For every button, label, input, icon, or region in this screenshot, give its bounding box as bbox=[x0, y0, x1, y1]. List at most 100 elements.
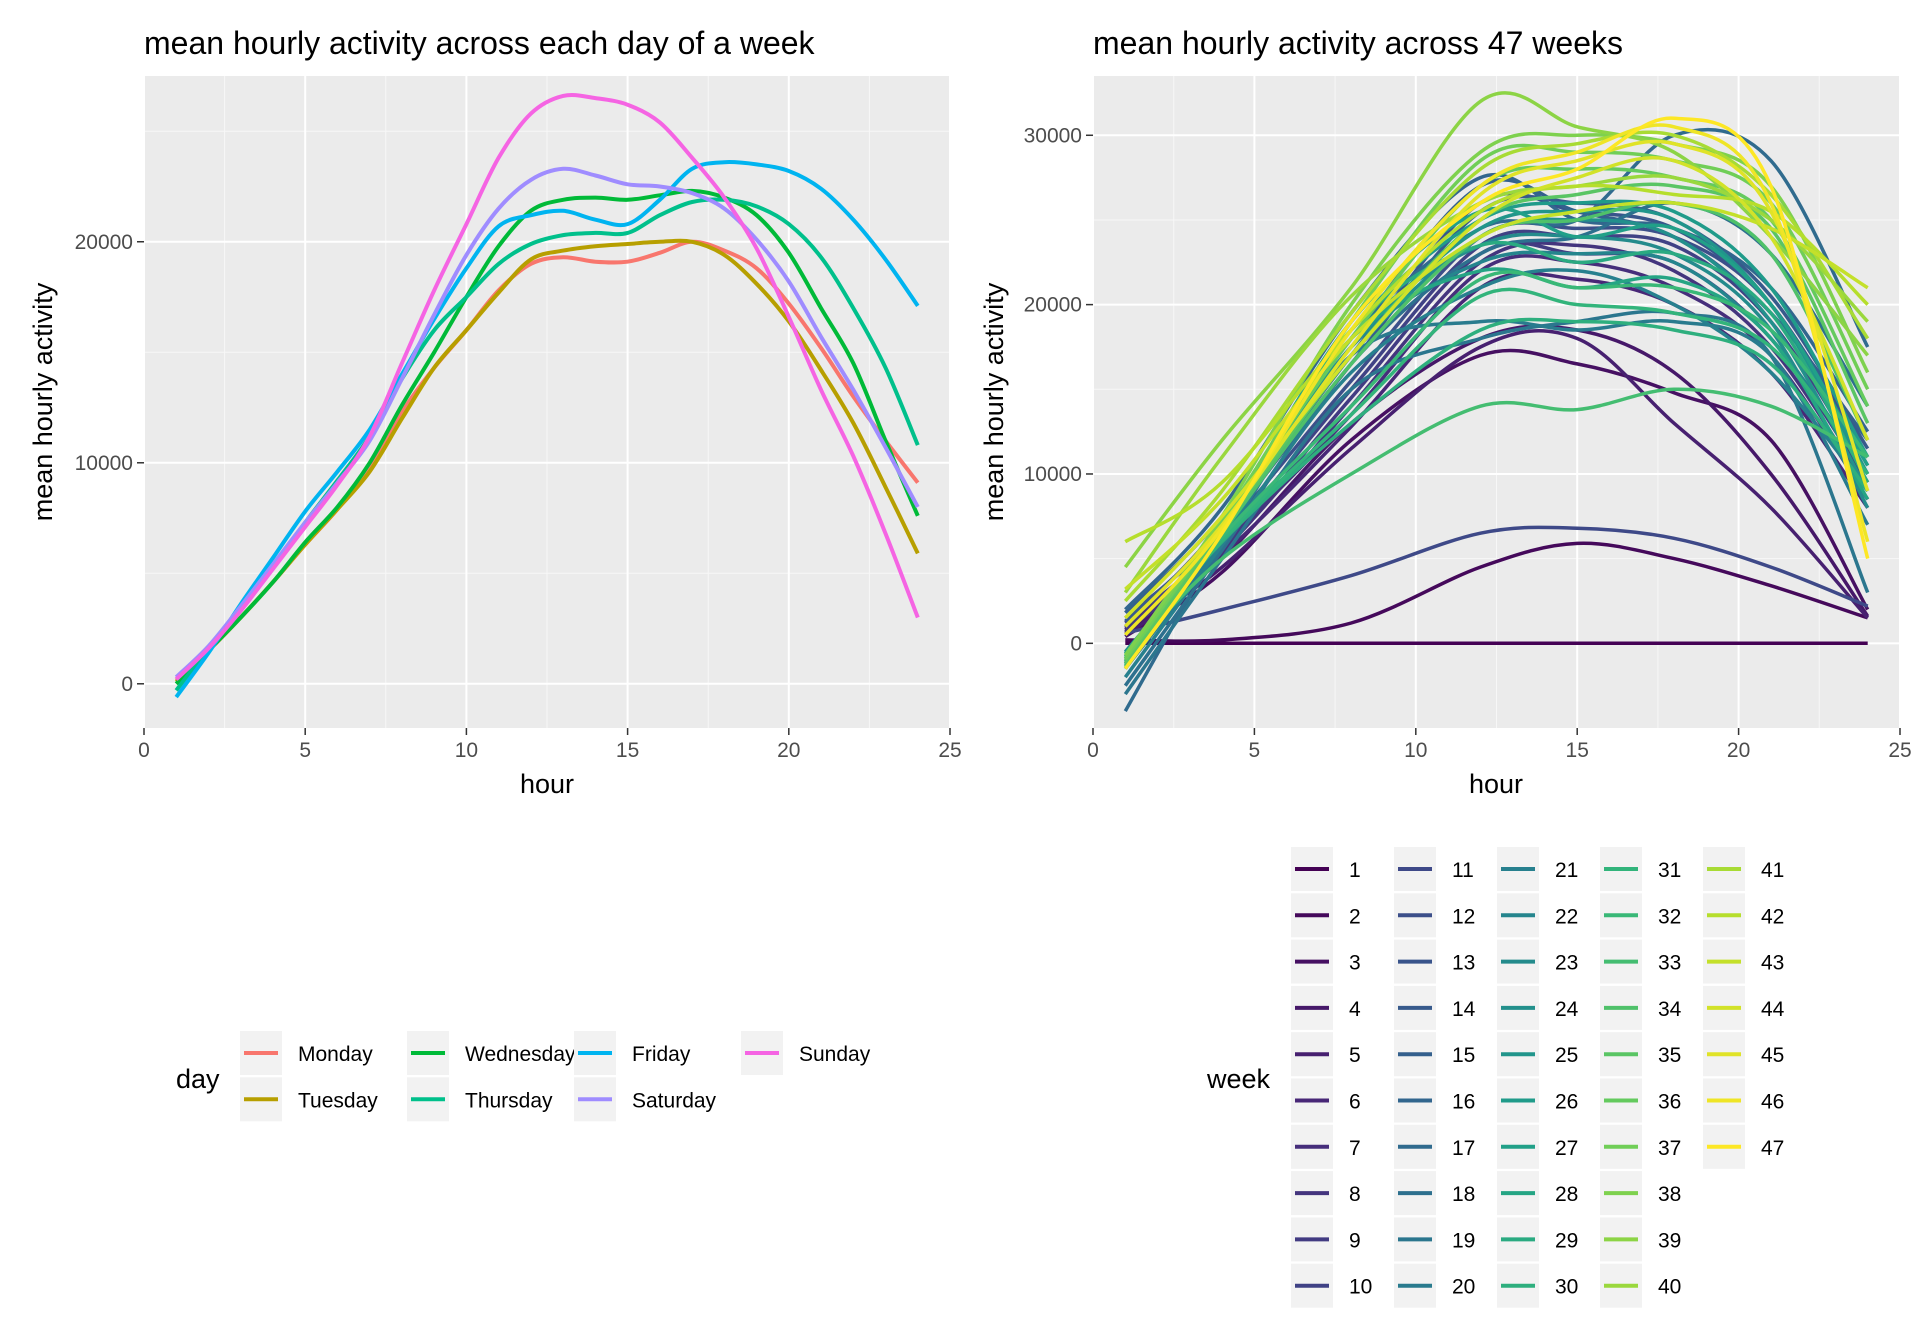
chart-week-legend-label: 33 bbox=[1658, 952, 1681, 975]
chart-week-y-axis-title: mean hourly activity bbox=[979, 282, 1009, 521]
chart-week-legend-label: 5 bbox=[1349, 1044, 1361, 1067]
chart-week-legend-label: 46 bbox=[1761, 1091, 1784, 1114]
chart-week-legend-label: 4 bbox=[1349, 998, 1361, 1021]
chart-week-y-tick-label: 30000 bbox=[1024, 124, 1082, 147]
chart-week-legend-label: 1 bbox=[1349, 859, 1361, 882]
chart-week-title: mean hourly activity across 47 weeks bbox=[1093, 25, 1623, 61]
chart-week-legend-label: 30 bbox=[1555, 1276, 1578, 1299]
chart-day-series-line-Sunday bbox=[174, 92, 920, 681]
chart-week-legend-label: 37 bbox=[1658, 1137, 1681, 1160]
chart-day: mean hourly activity across each day of … bbox=[28, 25, 962, 1122]
chart-day-y-tick-label: 0 bbox=[121, 673, 133, 696]
chart-week: mean hourly activity across 47 weeks 0 5 1… bbox=[979, 25, 1912, 1308]
chart-week-legend-label: 11 bbox=[1452, 859, 1474, 882]
chart-week-legend-label: 32 bbox=[1658, 905, 1681, 928]
chart-day-y-axis-title: mean hourly activity bbox=[28, 282, 58, 521]
chart-week-x-tick-label: 20 bbox=[1727, 739, 1750, 762]
chart-week-legend-title: week bbox=[1206, 1064, 1271, 1094]
chart-week-legend-label: 42 bbox=[1761, 905, 1784, 928]
chart-week-x-tick-label: 5 bbox=[1249, 739, 1261, 762]
chart-week-legend-label: 10 bbox=[1349, 1276, 1372, 1299]
chart-week-legend-label: 18 bbox=[1452, 1183, 1475, 1206]
chart-day-x-tick-label: 20 bbox=[777, 739, 800, 762]
chart-week-legend-label: 15 bbox=[1452, 1044, 1475, 1067]
chart-week-legend-label: 21 bbox=[1555, 859, 1578, 882]
chart-week-y-tick-label: 0 bbox=[1070, 632, 1082, 655]
chart-week-legend-label: 17 bbox=[1452, 1137, 1475, 1160]
chart-week-y-tick-label: 20000 bbox=[1024, 294, 1082, 317]
chart-week-series-line-3 bbox=[1124, 348, 1870, 639]
chart-week-series-line-11 bbox=[1124, 525, 1869, 635]
chart-day-legend-label: Friday bbox=[632, 1043, 691, 1066]
chart-week-legend-label: 40 bbox=[1658, 1276, 1681, 1299]
chart-week-series-line-33 bbox=[1124, 387, 1869, 659]
chart-week-legend-label: 47 bbox=[1761, 1137, 1784, 1160]
chart-day-legend-label: Saturday bbox=[632, 1089, 717, 1112]
chart-week-series-line-41 bbox=[1123, 130, 1870, 603]
chart-day-series-lines bbox=[174, 92, 920, 699]
chart-week-legend-label: 25 bbox=[1555, 1044, 1578, 1067]
chart-week-series-lines bbox=[1123, 91, 1870, 712]
chart-day-legend: day Monday Tuesday Wednesday Thursday Friday… bbox=[176, 1031, 871, 1122]
chart-week-series-line-32 bbox=[1123, 270, 1870, 662]
chart-day-x-tick-label: 5 bbox=[299, 739, 311, 762]
chart-week-legend-label: 43 bbox=[1761, 952, 1784, 975]
chart-week-legend-label: 23 bbox=[1555, 952, 1578, 975]
chart-day-legend-title: day bbox=[176, 1064, 220, 1094]
chart-day-series-line-Wednesday bbox=[174, 188, 920, 686]
chart-day-series-line-Saturday bbox=[174, 166, 920, 679]
chart-week-legend-label: 7 bbox=[1349, 1137, 1361, 1160]
chart-week-legend-label: 44 bbox=[1761, 998, 1785, 1021]
chart-day-legend-label: Thursday bbox=[465, 1089, 553, 1112]
chart-day-title: mean hourly activity across each day of … bbox=[144, 25, 816, 61]
chart-week-legend-label: 3 bbox=[1349, 952, 1361, 975]
chart-week-series-line-5 bbox=[1124, 329, 1870, 637]
chart-day-x-tick-label: 25 bbox=[938, 739, 961, 762]
chart-week-series-line-44 bbox=[1124, 156, 1870, 620]
chart-week-x-axis-title: hour bbox=[1469, 769, 1523, 799]
chart-week-legend-label: 39 bbox=[1658, 1229, 1681, 1252]
chart-week-series-line-43 bbox=[1124, 200, 1869, 591]
chart-week-legend-label: 35 bbox=[1658, 1044, 1681, 1067]
chart-week-legend-label: 36 bbox=[1658, 1091, 1681, 1114]
chart-week-legend-label: 6 bbox=[1349, 1091, 1361, 1114]
chart-week-x-tick-label: 10 bbox=[1404, 739, 1427, 762]
chart-week-legend-label: 14 bbox=[1452, 998, 1476, 1021]
chart-week-legend-label: 19 bbox=[1452, 1229, 1475, 1252]
chart-week-legend-label: 29 bbox=[1555, 1229, 1578, 1252]
chart-day-y-tick-label: 20000 bbox=[75, 231, 133, 254]
chart-week-legend-label: 45 bbox=[1761, 1044, 1784, 1067]
chart-week-series-line-40 bbox=[1123, 174, 1869, 594]
chart-week-legend-label: 22 bbox=[1555, 905, 1578, 928]
chart-week-legend-label: 41 bbox=[1761, 859, 1784, 882]
chart-week-legend-label: 26 bbox=[1555, 1091, 1578, 1114]
chart-week-legend-label: 12 bbox=[1452, 905, 1475, 928]
chart-week-x-tick-label: 0 bbox=[1087, 739, 1099, 762]
chart-week-legend-label: 8 bbox=[1349, 1183, 1361, 1206]
chart-day-x-tick-label: 0 bbox=[138, 739, 150, 762]
chart-week-legend-label: 9 bbox=[1349, 1229, 1361, 1252]
chart-week-legend-label: 38 bbox=[1658, 1183, 1681, 1206]
chart-week-legend-label: 27 bbox=[1555, 1137, 1578, 1160]
chart-day-x-tick-label: 15 bbox=[616, 739, 639, 762]
chart-week-x-tick-label: 25 bbox=[1888, 739, 1911, 762]
chart-week-axes: 0 5 10 15 20 25 0 10000 20000 30000 bbox=[1024, 124, 1912, 762]
chart-day-axes: 0 5 10 15 20 25 0 10000 20000 bbox=[75, 231, 962, 762]
chart-week-legend-label: 2 bbox=[1349, 905, 1361, 928]
chart-day-x-axis-title: hour bbox=[520, 769, 574, 799]
chart-day-legend-label: Sunday bbox=[799, 1043, 871, 1066]
chart-week-legend: week 12345678910111213141516171819202122… bbox=[1206, 847, 1785, 1308]
chart-week-legend-label: 28 bbox=[1555, 1183, 1578, 1206]
chart-week-series-line-31 bbox=[1123, 287, 1870, 667]
chart-day-legend-label: Monday bbox=[298, 1043, 373, 1066]
chart-week-series-line-2 bbox=[1125, 541, 1869, 643]
chart-week-legend-label: 34 bbox=[1658, 998, 1682, 1021]
chart-week-y-tick-label: 10000 bbox=[1024, 463, 1082, 486]
chart-day-legend-label: Wednesday bbox=[465, 1043, 576, 1066]
chart-day-y-tick-label: 10000 bbox=[75, 452, 133, 475]
chart-week-legend-label: 20 bbox=[1452, 1276, 1475, 1299]
chart-week-series-line-42 bbox=[1124, 183, 1869, 544]
chart-week-x-tick-label: 15 bbox=[1566, 739, 1589, 762]
chart-week-series-line-47 bbox=[1123, 116, 1870, 670]
